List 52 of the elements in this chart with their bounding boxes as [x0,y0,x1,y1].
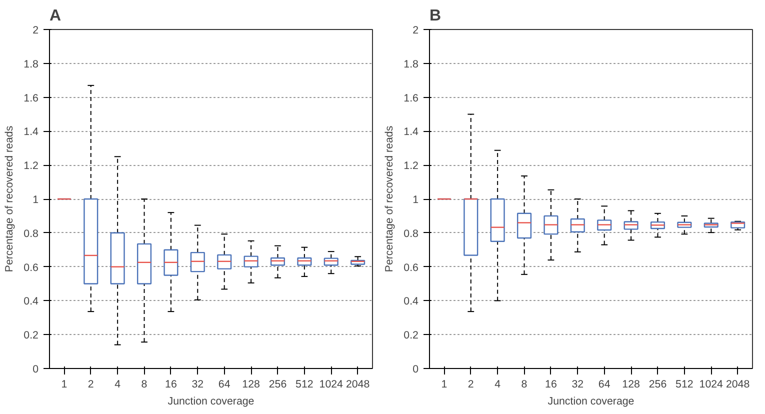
y-tick-label: 1 [412,194,419,206]
x-tick-label: 1 [61,378,68,390]
x-tick-label: 128 [622,378,640,390]
x-tick-label: 512 [296,378,314,390]
y-tick-label: 1.4 [24,126,39,138]
y-tick-label: 1.8 [24,58,39,70]
y-tick-label: 1.8 [404,58,419,70]
y-tick-label: 0.2 [24,330,39,342]
y-tick-label: 0.6 [24,262,39,274]
x-tick-label: 2 [468,378,474,390]
y-tick-label: 2 [412,24,419,36]
x-tick-label: 2048 [346,378,370,390]
y-tick-label: 1 [32,194,39,206]
x-tick-label: 64 [598,378,610,390]
x-tick-label: 256 [268,378,287,390]
y-tick-label: 1.6 [404,92,419,104]
x-tick-label: 128 [242,378,260,390]
y-tick-label: 0.8 [404,228,419,240]
y-tick-label: 1.2 [24,160,39,172]
y-tick-label: 0 [32,364,39,376]
chart-title: B [430,8,442,24]
x-tick-label: 32 [572,378,584,390]
y-tick-label: 1.6 [24,92,39,104]
x-tick-label: 16 [165,378,177,390]
x-tick-label: 1 [441,378,448,390]
y-tick-label: 1.4 [404,126,419,138]
y-tick-label: 2 [32,24,39,36]
y-axis-title: Percentage of recovered reads [384,126,396,272]
y-tick-label: 0.2 [404,330,419,342]
x-tick-label: 1024 [319,378,344,390]
x-tick-label: 1024 [699,378,724,390]
y-tick-label: 0.4 [24,296,39,308]
x-tick-label: 64 [218,378,230,390]
y-tick-label: 1.2 [404,160,419,172]
x-tick-label: 2048 [726,378,750,390]
y-axis-title: Percentage of recovered reads [4,126,16,272]
x-tick-label: 4 [114,378,121,390]
x-tick-label: 8 [141,378,148,390]
x-tick-label: 16 [545,378,557,390]
x-axis-title: Junction coverage [548,396,634,408]
x-axis-title: Junction coverage [168,396,254,408]
y-tick-label: 0 [412,364,419,376]
y-tick-label: 0.6 [404,262,419,274]
x-tick-label: 256 [648,378,667,390]
chart-title: A [50,8,62,24]
x-tick-label: 512 [676,378,694,390]
x-tick-label: 2 [88,378,94,390]
x-tick-label: 32 [192,378,204,390]
y-tick-label: 0.4 [404,296,419,308]
y-tick-label: 0.8 [24,228,39,240]
x-tick-label: 8 [521,378,528,390]
x-tick-label: 4 [494,378,501,390]
